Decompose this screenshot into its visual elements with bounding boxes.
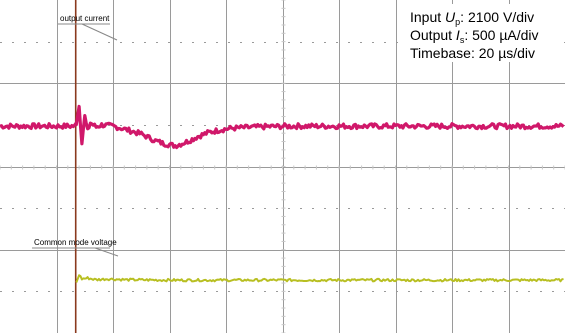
output-current-label: output current bbox=[60, 14, 110, 23]
info-line-input: Input Up: 2100 V/div bbox=[410, 9, 534, 27]
output-current-trace bbox=[0, 104, 565, 150]
info-line-timebase: Timebase: 20 µs/div bbox=[410, 45, 535, 61]
output-current-leader bbox=[81, 23, 118, 41]
info-line-output: Output Is: 500 µA/div bbox=[410, 27, 539, 45]
common-mode-label: Common mode voltage bbox=[34, 238, 117, 247]
common-mode-leader bbox=[94, 247, 119, 257]
info-box bbox=[404, 4, 560, 62]
common-mode-trace bbox=[75, 274, 564, 283]
